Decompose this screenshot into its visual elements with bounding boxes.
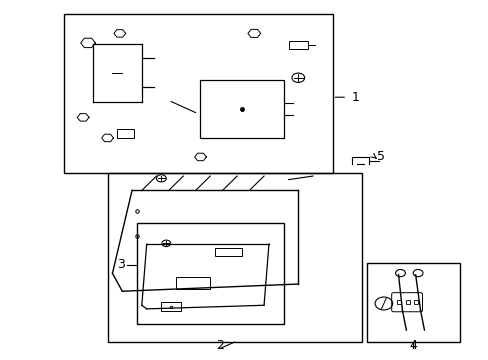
- Bar: [214, 248, 241, 256]
- Bar: [176, 277, 210, 289]
- Bar: [63, 14, 332, 173]
- Bar: [137, 223, 283, 324]
- Bar: [117, 129, 134, 138]
- Bar: [161, 302, 181, 311]
- Text: 4: 4: [408, 339, 416, 352]
- Bar: [200, 80, 283, 138]
- Text: 1: 1: [351, 91, 359, 104]
- Bar: [107, 173, 361, 342]
- Bar: [366, 263, 459, 342]
- Text: 5: 5: [376, 150, 384, 163]
- Text: 2: 2: [216, 339, 224, 352]
- Text: 3: 3: [117, 258, 124, 271]
- Bar: [288, 41, 307, 49]
